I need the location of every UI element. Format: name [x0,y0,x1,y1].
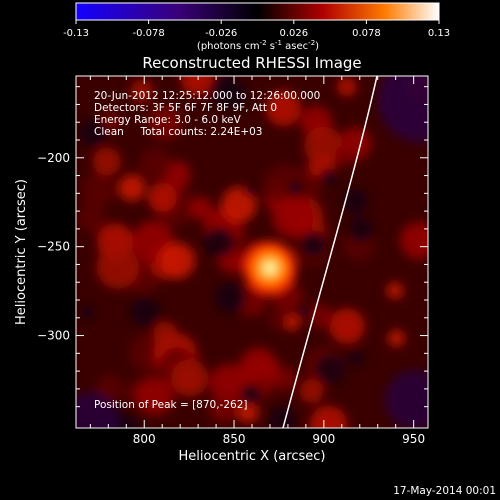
heatmap-dark-blob [300,230,327,257]
heatmap-dark-blob [76,392,118,428]
heatmap-texture-blob [272,197,313,238]
heatmap-texture-blob [135,376,175,416]
heatmap-image [76,76,428,428]
heatmap-dark-blob [239,384,262,406]
heatmap-texture-blob [130,79,154,103]
x-tick-label: 950 [402,432,425,446]
y-tick-label: −250 [37,240,70,254]
colorbar-tick-label: -0.078 [132,28,164,39]
heatmap-dark-blob [348,217,374,243]
y-tick-label: −300 [37,329,70,343]
heatmap-texture-blob [335,145,356,166]
y-axis-ticks: −200 −250 −300 [37,86,428,408]
heatmap-dark-blob [288,181,303,196]
heatmap-dark-blob [78,118,108,148]
heatmap-texture-blob [386,282,404,299]
x-tick-label: 850 [223,432,246,446]
heatmap-texture-blob [271,366,297,391]
heatmap-texture-blob [234,234,255,255]
x-tick-label: 900 [312,432,335,446]
heatmap-texture-blob [399,222,428,260]
heatmap-texture-blob [189,197,213,220]
heatmap-texture-blob [81,173,115,208]
info-line-clean: Clean Total counts: 2.24E+03 [94,126,263,138]
y-axis-label: Heliocentric Y (arcsec) [14,179,29,325]
colorbar-ticks: -0.13 -0.078 -0.026 0.026 0.078 0.13 [63,20,450,39]
heatmap-texture-blob [265,90,302,127]
heatmap-dark-blob [296,304,312,320]
colorbar-tick-label: 0.078 [352,28,381,39]
heatmap-texture-blob [96,374,123,401]
colorbar-tick-label: -0.026 [205,28,237,39]
heatmap-texture-blob [210,363,249,403]
heatmap-dark-blob [129,296,161,328]
peak-position-label: Position of Peak = [870,-262] [94,399,248,411]
heatmap-dark-blob [244,184,257,197]
peak-max [266,265,273,271]
x-tick-label: 800 [133,432,156,446]
heatmap-texture-blob [147,105,182,141]
heatmap-texture-blob [303,126,344,166]
heatmap-dark-blob [314,353,346,386]
heatmap-texture-blob [329,308,365,344]
heatmap-texture-blob [147,182,177,213]
info-line-detectors: Detectors: 3F 5F 6F 7F 8F 9F, Att 0 [94,102,277,114]
chart-title: Reconstructed RHESSI Image [142,54,361,72]
colorbar [75,2,440,21]
x-axis-ticks: 800 850 900 950 [89,76,425,446]
heatmap-texture-blob [388,329,405,347]
x-axis-label: Heliocentric X (arcsec) [179,449,326,464]
heatmap-texture-blob [283,313,301,331]
heatmap-dark-blob [385,370,428,428]
heatmap-dark-blob [217,79,248,111]
heatmap-dark-blob [268,405,297,428]
heatmap-texture-blob [118,174,146,202]
info-line-energy: Energy Range: 3.0 - 6.0 keV [94,114,242,126]
heatmap-dark-blob [214,281,247,314]
heatmap-texture-blob [309,405,348,428]
heatmap-texture-blob [262,165,305,208]
heatmap-texture-blob [158,242,196,279]
footer-date: 17-May-2014 00:01 [393,485,496,497]
heatmap-texture-blob [239,347,278,386]
heatmap-texture-blob [180,76,214,96]
y-tick-label: −200 [37,151,70,165]
solar-limb-line [282,76,378,428]
info-line-time: 20-Jun-2012 12:25:12.000 to 12:26:00.000 [94,90,320,102]
heatmap-texture-blob [152,321,178,346]
heatmap-dark-blob [378,76,428,142]
heatmap-texture-blob [268,310,287,330]
heatmap-texture-blob [337,76,357,97]
colorbar-tick-label: -0.13 [63,28,89,39]
heatmap-dark-blob [80,305,95,320]
heatmap-texture-blob [139,147,172,180]
heatmap-texture-blob [308,304,333,329]
heatmap-dark-blob [342,188,369,214]
heatmap-texture-blob [92,147,122,176]
heatmap-dark-blob [203,226,235,259]
heatmap-dark-blob [347,349,365,366]
heatmap-dark-blob [119,415,141,428]
colorbar-tick-label: 0.13 [428,28,450,39]
colorbar-tick-label: 0.026 [279,28,308,39]
heatmap-texture-blob [299,378,324,404]
info-block: 20-Jun-2012 12:25:12.000 to 12:26:00.000… [94,90,320,138]
heatmap-texture-blob [77,204,105,232]
heatmap-texture-blob [209,394,238,423]
heatmap-texture-blob [96,245,140,289]
heatmap-texture-blob [236,401,259,423]
heatmap-texture-blob [170,359,209,397]
heatmap-dark-blob [319,168,338,186]
colorbar-unit-label: (photons cm-2 s-1 asec-2) [197,39,319,52]
